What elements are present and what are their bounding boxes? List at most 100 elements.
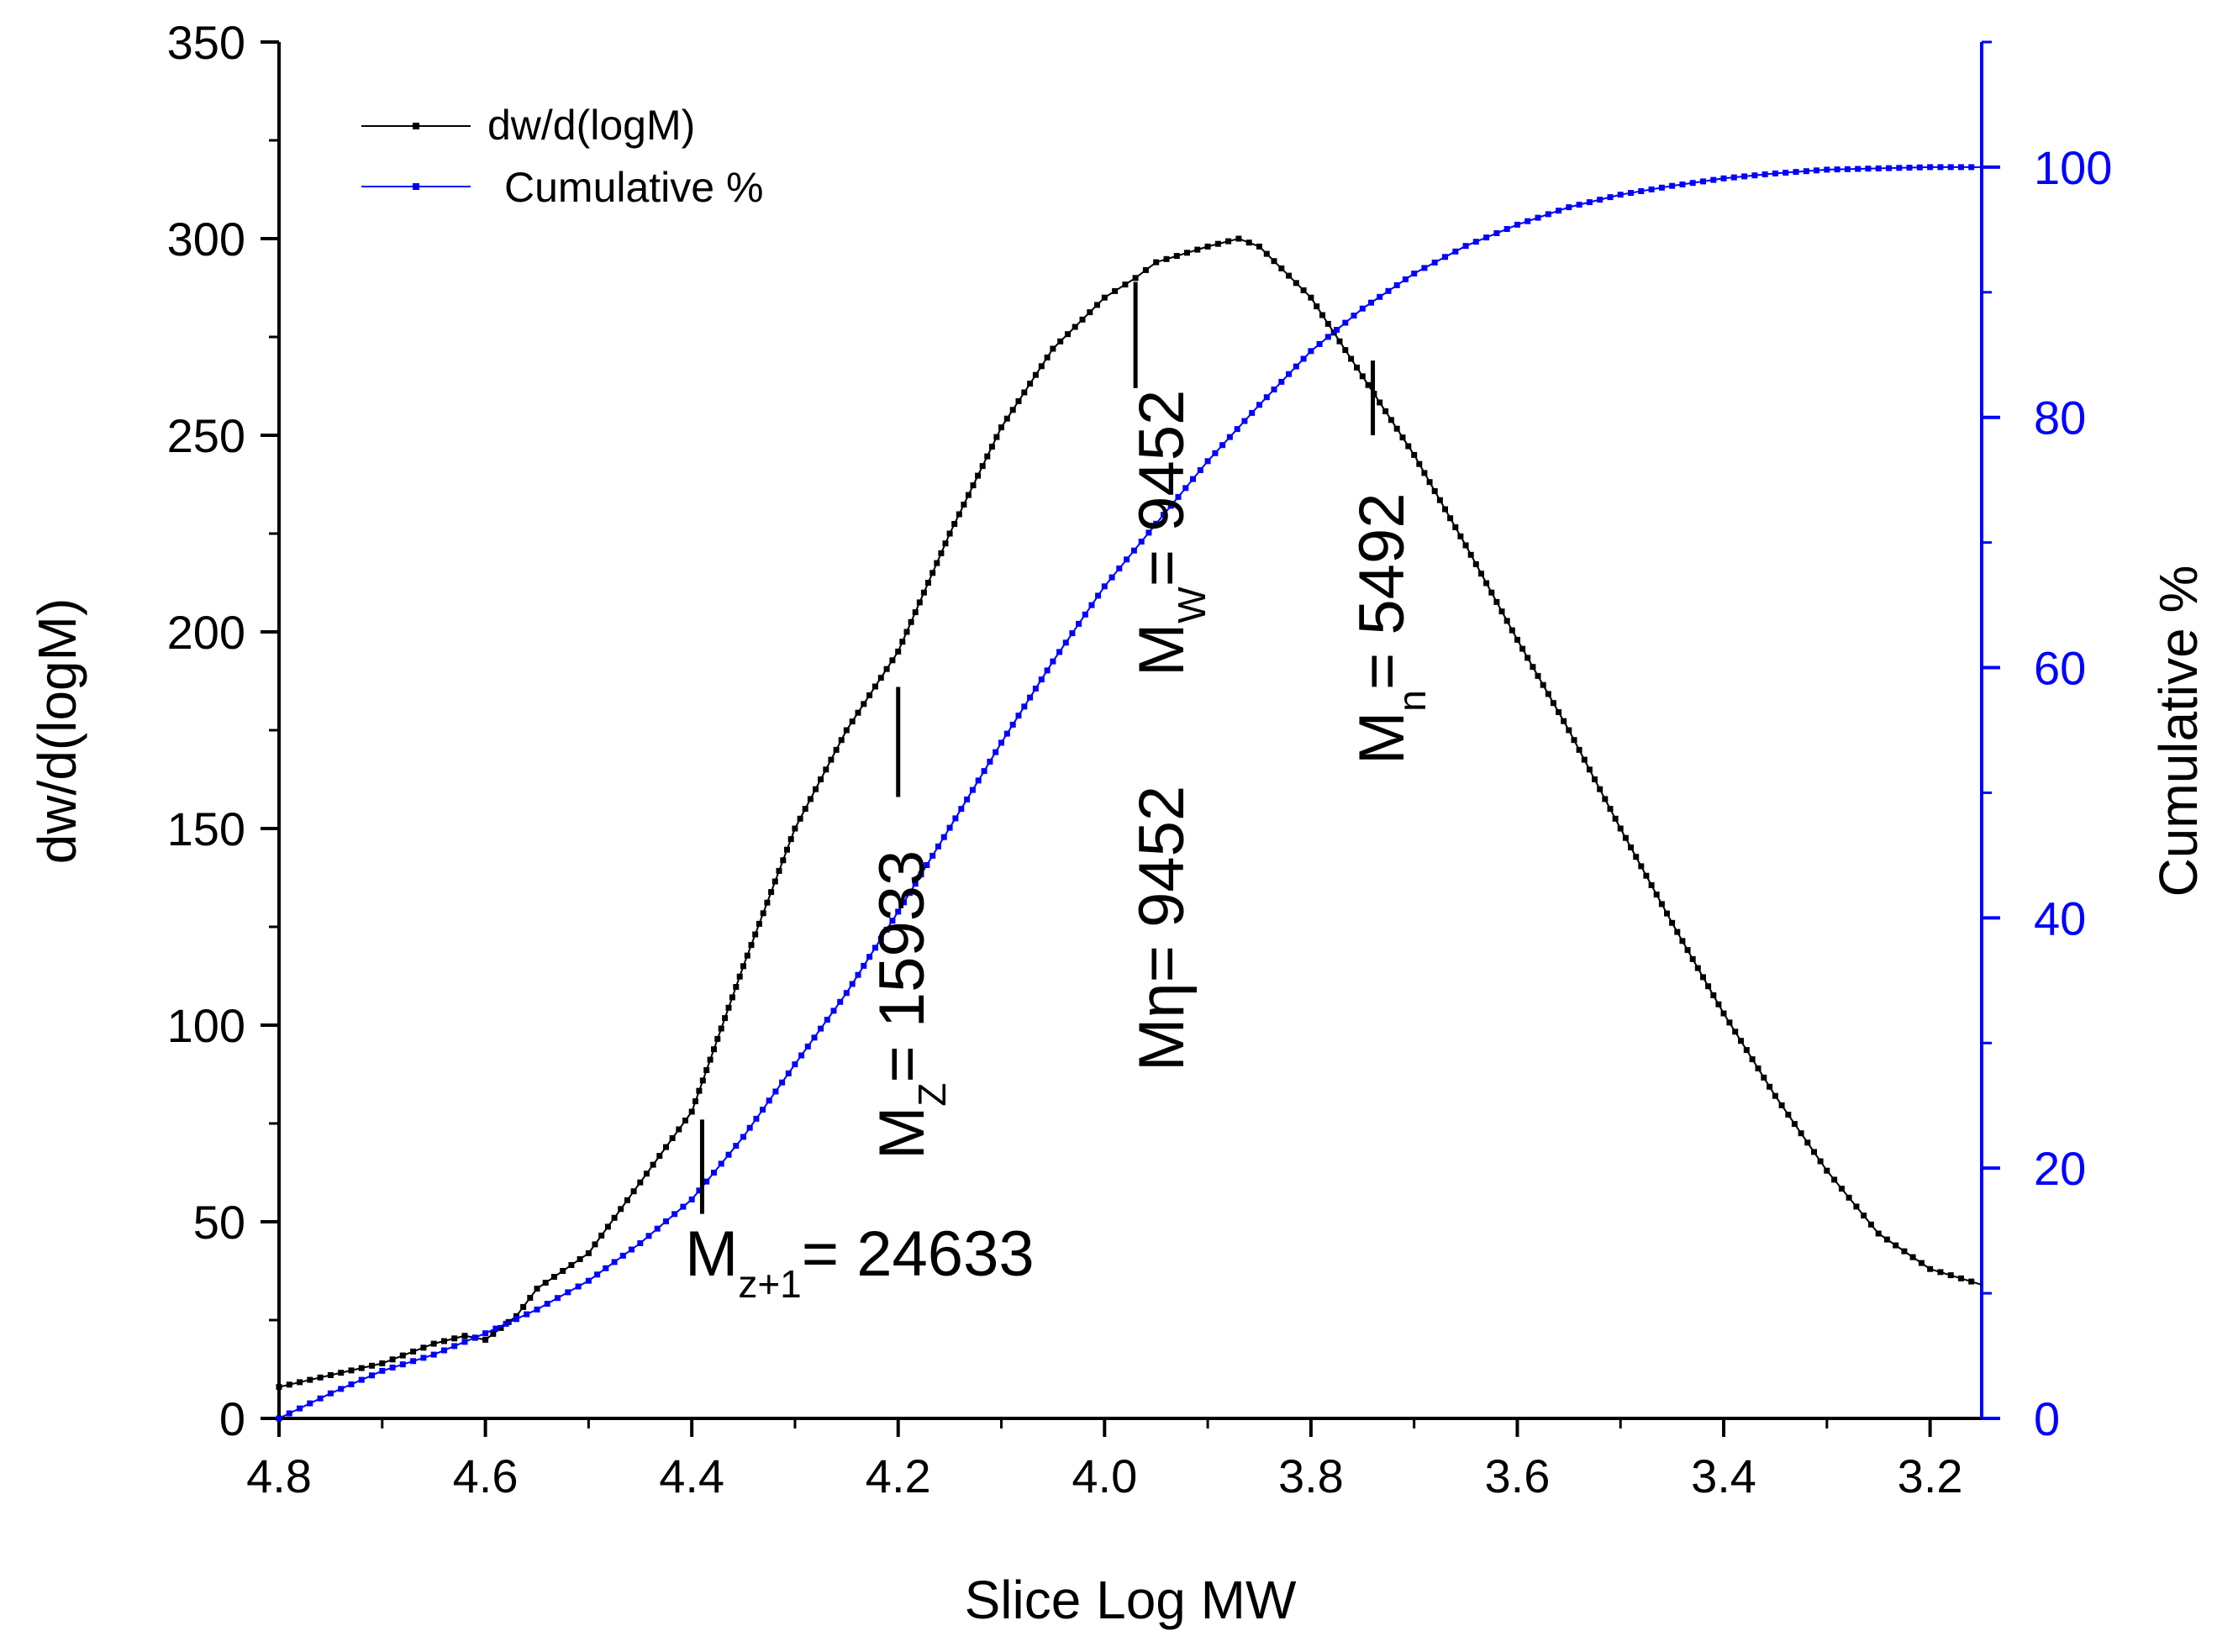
data-point-dw <box>1530 664 1536 671</box>
y2-tick-label: 60 <box>2034 642 2086 695</box>
data-point-dw <box>970 482 977 489</box>
data-point-cumulative <box>524 1311 530 1318</box>
data-point-cumulative <box>276 1415 282 1422</box>
data-point-cumulative <box>1927 164 1934 171</box>
data-point-dw <box>787 836 794 843</box>
data-point-dw <box>1893 1242 1899 1249</box>
annotation-mn-sub: n <box>1390 690 1434 712</box>
series-line-dw <box>278 237 1983 1388</box>
data-point-cumulative <box>924 862 930 868</box>
data-point-dw <box>327 1372 334 1378</box>
y-tick-label: 300 <box>167 213 245 266</box>
data-point-dw <box>925 580 931 586</box>
data-point-dw <box>1535 672 1541 679</box>
data-point-dw <box>692 1098 698 1105</box>
data-point-dw <box>1653 892 1660 898</box>
data-point-dw <box>1514 636 1520 643</box>
data-point-cumulative <box>918 871 924 878</box>
data-point-cumulative <box>688 1196 695 1202</box>
data-point-cumulative <box>1393 281 1400 288</box>
data-point-dw <box>961 502 967 508</box>
data-point-cumulative <box>969 787 976 793</box>
data-point-dw <box>1009 407 1016 413</box>
data-point-dw <box>592 1241 598 1248</box>
data-point-cumulative <box>1535 214 1541 221</box>
data-point-cumulative <box>779 1079 786 1086</box>
data-point-dw <box>1142 266 1149 273</box>
data-point-dw <box>630 1188 637 1195</box>
data-point-cumulative <box>1009 721 1016 728</box>
data-point-dw <box>1436 497 1443 503</box>
x-tick-label: 3.4 <box>1691 1449 1756 1502</box>
data-point-cumulative <box>1116 566 1123 571</box>
data-point-cumulative <box>513 1316 519 1323</box>
y2-tick-label: 0 <box>2034 1392 2060 1445</box>
data-point-cumulative <box>637 1240 644 1246</box>
data-point-dw <box>1664 910 1670 917</box>
data-point-cumulative <box>830 1008 837 1014</box>
data-point-dw <box>1658 901 1665 908</box>
data-point-cumulative <box>1937 164 1944 171</box>
data-point-dw <box>1308 294 1314 301</box>
data-point-dw <box>420 1344 427 1351</box>
data-point-cumulative <box>671 1211 678 1218</box>
data-point-dw <box>1883 1236 1890 1243</box>
data-point-dw <box>1112 287 1119 294</box>
data-point-cumulative <box>1175 493 1182 500</box>
data-point-dw <box>938 550 945 556</box>
data-point-dw <box>1622 834 1629 841</box>
data-point-dw <box>1452 524 1459 530</box>
data-point-cumulative <box>883 926 890 933</box>
data-point-dw <box>1861 1213 1867 1219</box>
data-point-cumulative <box>818 1025 824 1032</box>
data-point-dw <box>1875 1230 1882 1237</box>
data-point-dw <box>1377 399 1383 406</box>
data-point-dw <box>934 560 940 566</box>
data-point-dw <box>707 1056 714 1063</box>
data-point-dw <box>1235 235 1242 242</box>
data-point-dw <box>903 629 910 635</box>
y2-tick-label: 20 <box>2034 1142 2086 1195</box>
y-tick-label: 350 <box>167 16 245 69</box>
data-point-cumulative <box>1032 685 1039 692</box>
data-point-dw <box>1556 709 1562 715</box>
data-point-cumulative <box>461 1339 468 1345</box>
data-point-dw <box>703 1067 710 1073</box>
data-point-cumulative <box>1108 574 1115 581</box>
data-point-cumulative <box>1493 230 1500 236</box>
data-point-dw <box>883 666 890 672</box>
data-point-cumulative <box>1957 164 1964 171</box>
data-point-cumulative <box>338 1386 345 1392</box>
data-point-dw <box>792 825 798 832</box>
data-point-cumulative <box>1700 178 1706 185</box>
data-point-cumulative <box>1293 363 1299 370</box>
x-tick-label: 3.8 <box>1278 1449 1344 1502</box>
data-point-dw <box>714 1035 721 1042</box>
data-point-cumulative <box>1865 166 1872 172</box>
data-point-dw <box>1927 1265 1934 1272</box>
data-point-dw <box>942 540 949 547</box>
data-point-dw <box>1382 408 1389 414</box>
data-point-dw <box>1901 1248 1908 1255</box>
data-point-cumulative <box>389 1365 396 1371</box>
data-point-dw <box>984 453 991 460</box>
data-point-cumulative <box>861 962 867 969</box>
data-point-dw <box>1094 302 1100 308</box>
data-point-dw <box>1586 766 1593 773</box>
data-point-cumulative <box>1576 202 1582 208</box>
data-point-dw <box>348 1367 355 1374</box>
data-point-dw <box>534 1286 540 1292</box>
data-point-dw <box>1798 1130 1804 1137</box>
data-point-cumulative <box>1947 164 1954 171</box>
data-point-dw <box>1669 919 1676 926</box>
data-point-dw <box>1426 479 1433 486</box>
data-point-dw <box>818 776 824 782</box>
data-point-cumulative <box>1710 176 1717 183</box>
data-point-cumulative <box>1334 327 1340 333</box>
data-point-dw <box>776 867 782 874</box>
data-point-dw <box>1348 355 1355 362</box>
annotation-mz-value: = 15933 <box>866 850 938 1083</box>
series-layer <box>276 164 1983 1422</box>
data-point-cumulative <box>740 1134 746 1140</box>
data-point-dw <box>1761 1074 1767 1081</box>
